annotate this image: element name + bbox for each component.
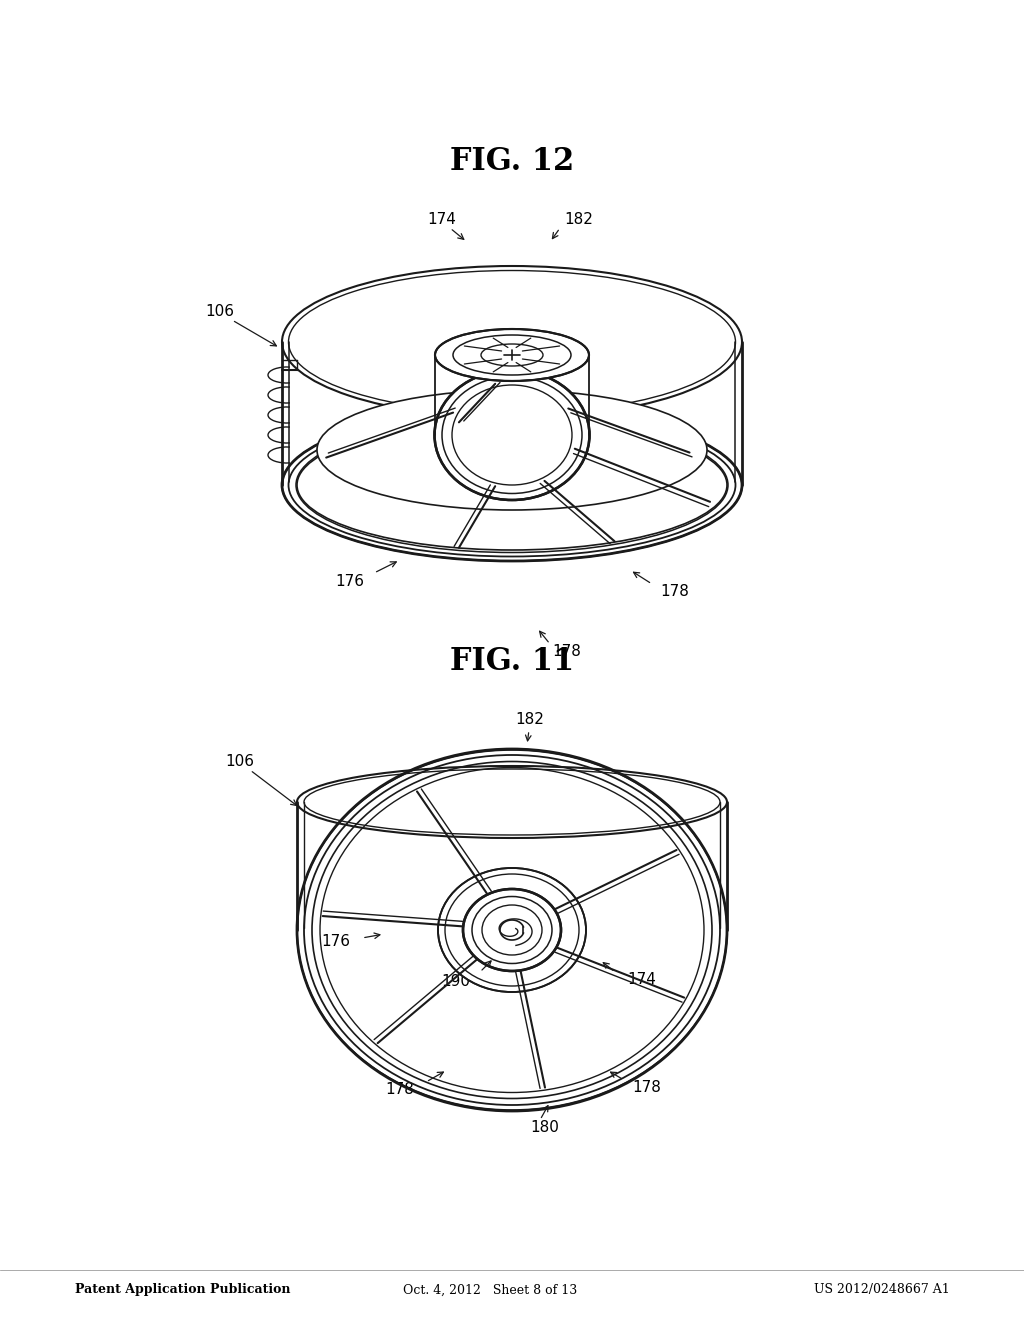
Text: 178: 178: [552, 644, 581, 660]
Ellipse shape: [317, 389, 707, 510]
Text: Patent Application Publication: Patent Application Publication: [75, 1283, 291, 1296]
Text: US 2012/0248667 A1: US 2012/0248667 A1: [814, 1283, 950, 1296]
Text: 190: 190: [441, 974, 470, 990]
Text: 106: 106: [206, 305, 234, 319]
Ellipse shape: [297, 420, 727, 550]
Text: FIG. 12: FIG. 12: [450, 147, 574, 177]
Text: 180: 180: [530, 1119, 559, 1134]
Text: 182: 182: [564, 213, 593, 227]
Text: 174: 174: [627, 973, 656, 987]
Text: FIG. 11: FIG. 11: [450, 647, 574, 677]
Ellipse shape: [435, 329, 589, 381]
Text: 176: 176: [321, 935, 350, 949]
Text: 178: 178: [660, 585, 689, 599]
Text: 182: 182: [515, 713, 545, 727]
Text: Oct. 4, 2012   Sheet 8 of 13: Oct. 4, 2012 Sheet 8 of 13: [402, 1283, 578, 1296]
Ellipse shape: [297, 750, 727, 1110]
Text: 178: 178: [385, 1082, 414, 1097]
Text: 176: 176: [335, 574, 364, 590]
Ellipse shape: [438, 869, 586, 993]
Text: 106: 106: [225, 755, 255, 770]
Text: 174: 174: [428, 213, 457, 227]
Text: 178: 178: [632, 1081, 660, 1096]
Ellipse shape: [463, 888, 561, 972]
Ellipse shape: [434, 370, 590, 500]
Ellipse shape: [282, 409, 742, 561]
